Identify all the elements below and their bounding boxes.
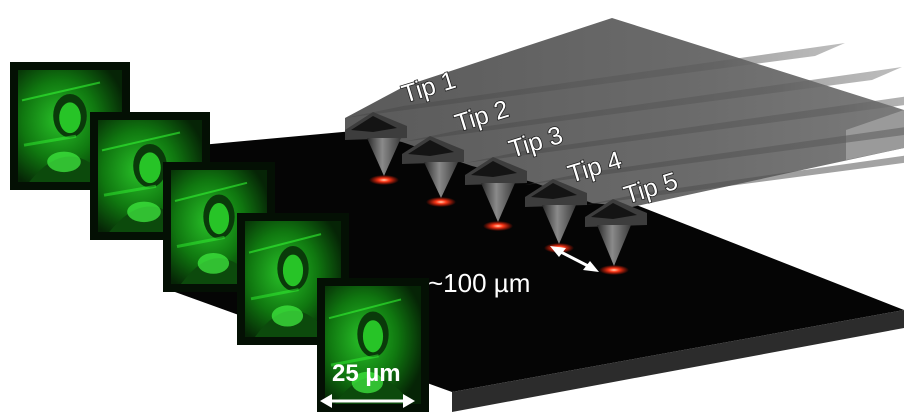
laser-spot-5 xyxy=(599,265,629,275)
tip-spacing-label: ~100 µm xyxy=(428,268,530,298)
fluorescence-image-stack xyxy=(10,62,429,412)
laser-spot-1 xyxy=(369,175,399,185)
image-scale-label: 25 µm xyxy=(332,360,401,387)
laser-spot-3 xyxy=(483,221,513,231)
cantilever-array xyxy=(345,18,904,266)
laser-spot-2 xyxy=(426,197,456,207)
probe-tip-3 xyxy=(481,183,515,222)
image-frame-5 xyxy=(317,278,429,412)
image-scale-bar xyxy=(320,394,415,408)
probe-tip-4 xyxy=(542,205,576,244)
probe-tip-2 xyxy=(424,162,458,198)
tip-spacing-arrow xyxy=(550,246,599,272)
probe-tip-5 xyxy=(597,225,631,266)
probe-tip-1 xyxy=(367,138,401,176)
